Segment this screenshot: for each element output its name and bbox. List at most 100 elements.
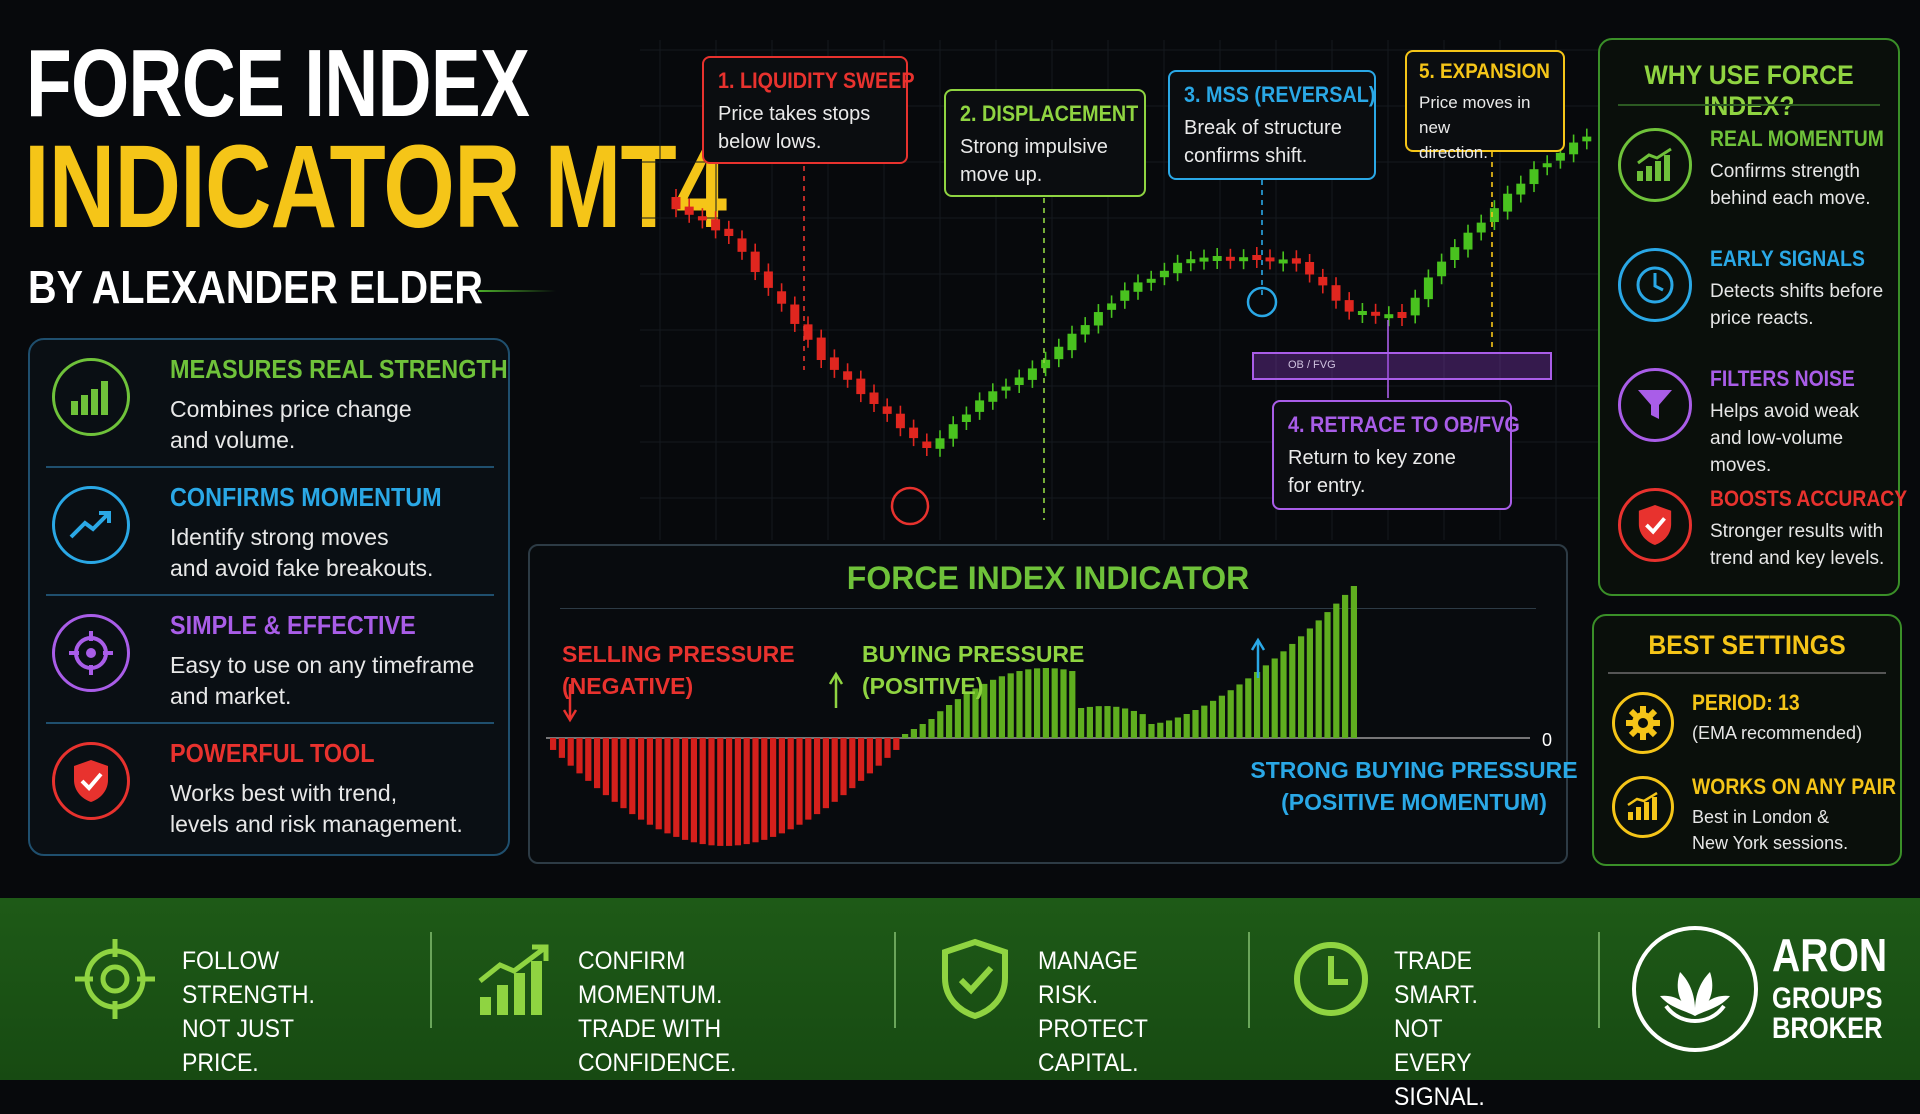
footer-text: CONFIRM MOMENTUM. TRADE WITH CONFIDENCE. (578, 947, 737, 1077)
force-index-bar (629, 738, 636, 815)
force-index-bar (849, 738, 856, 789)
price-candle (829, 349, 839, 378)
price-candle (724, 220, 734, 244)
feature-desc: Combines price change and volume. (170, 396, 412, 453)
price-candle (935, 430, 945, 457)
divider (430, 932, 432, 1028)
price-candle (1080, 317, 1090, 343)
settings-item: WORKS ON ANY PAIR Best in London & New Y… (1612, 772, 1902, 862)
divider (46, 722, 494, 724)
force-index-bar (1210, 700, 1217, 738)
price-candle (1093, 304, 1103, 334)
force-index-panel: FORCE INDEX INDICATOR SELLING PRESSURE (… (528, 544, 1578, 864)
price-candle (988, 383, 998, 410)
price-candle (803, 316, 813, 348)
force-index-bar (998, 676, 1005, 738)
price-candle (1437, 253, 1447, 285)
force-index-bar (743, 738, 750, 845)
divider (560, 608, 1536, 609)
force-index-bar (664, 738, 671, 834)
force-index-bar (1262, 665, 1269, 738)
price-candle (1291, 250, 1301, 272)
feature-desc: Identify strong moves and avoid fake bre… (170, 524, 434, 581)
force-index-bar (972, 688, 979, 738)
divider (1248, 932, 1250, 1028)
force-index-bar (1148, 724, 1155, 738)
force-index-bar (1306, 628, 1313, 738)
force-index-bar (831, 738, 838, 802)
why-item: BOOSTS ACCURACY Stronger results with tr… (1618, 482, 1907, 592)
why-heading: FILTERS NOISE (1710, 366, 1855, 391)
force-index-bar (990, 679, 997, 738)
price-candle (711, 211, 721, 239)
force-index-bar (1069, 671, 1076, 738)
force-index-bar (858, 738, 865, 781)
price-candle (1371, 303, 1381, 324)
force-index-bar (1060, 669, 1067, 738)
force-index-bar (928, 719, 935, 738)
best-settings-panel: BEST SETTINGS PERIOD: 13 (EMA recommende… (1592, 614, 1902, 866)
main-title-line1: FORCE INDEX (26, 30, 530, 137)
price-candle (1476, 214, 1486, 241)
force-index-bar (638, 738, 645, 820)
force-index-bar (726, 738, 733, 846)
why-heading: EARLY SIGNALS (1710, 246, 1865, 271)
price-candle (1529, 161, 1539, 193)
force-index-bar (814, 738, 821, 815)
force-index-bar (1078, 708, 1085, 738)
callout-desc: Break of structure confirms shift. (1184, 117, 1342, 167)
price-candle (1001, 378, 1011, 399)
price-candle (975, 392, 985, 420)
force-index-bar (937, 711, 944, 738)
force-index-bar (1034, 668, 1041, 738)
force-index-bar (1016, 671, 1023, 738)
force-index-bar (550, 738, 557, 750)
force-index-bar (1086, 706, 1093, 738)
force-index-bar (796, 738, 803, 825)
why-desc: Helps avoid weak and low-volume moves. (1710, 401, 1859, 476)
force-index-bar (1218, 695, 1225, 738)
footer-banner: FOLLOW STRENGTH. NOT JUST PRICE. CONFIRM… (0, 898, 1920, 1111)
force-index-bar (567, 738, 574, 766)
feature-item: SIMPLE & EFFECTIVE Easy to use on any ti… (44, 596, 498, 714)
callout-retrace: 4. RETRACE TO OB/FVG Return to key zone … (1272, 400, 1520, 510)
force-index-bar (875, 738, 882, 766)
price-candle (1410, 289, 1420, 324)
divider (1618, 104, 1880, 106)
force-index-bar (866, 738, 873, 774)
candles (671, 128, 1592, 457)
force-index-bar (981, 683, 988, 738)
why-title: WHY USE FORCE INDEX? (1644, 60, 1854, 121)
down-arrow-icon (562, 709, 578, 723)
force-index-bar (1025, 669, 1032, 738)
force-index-bar (1298, 636, 1305, 738)
force-index-bar (1350, 586, 1357, 738)
divider (1608, 672, 1886, 674)
callout-title: 3. MSS (REVERSAL) (1184, 82, 1376, 107)
price-candle (1305, 254, 1315, 283)
force-index-bar (1051, 668, 1058, 738)
price-candle (1397, 304, 1407, 326)
shield-check-icon (930, 934, 1020, 1024)
trend-up-icon (52, 486, 130, 564)
force-index-bar (708, 738, 715, 846)
force-index-bar (1280, 651, 1287, 738)
crosshair-icon (70, 934, 160, 1024)
feature-item: MEASURES REAL STRENGTH Combines price ch… (44, 340, 508, 458)
price-candle (750, 243, 760, 281)
up-arrow-icon (828, 671, 844, 685)
force-index-bar (558, 738, 565, 758)
shield-check-icon (1618, 488, 1692, 562)
force-index-bar (910, 729, 917, 738)
force-index-bar (1333, 603, 1340, 738)
settings-desc: Best in London & New York sessions. (1692, 807, 1849, 853)
price-candle (790, 296, 800, 332)
price-candle (1041, 351, 1051, 377)
why-item: REAL MOMENTUM Confirms strength behind e… (1618, 122, 1888, 232)
force-index-bar (893, 738, 900, 750)
force-index-bar (1201, 705, 1208, 738)
why-item: EARLY SIGNALS Detects shifts before pric… (1618, 242, 1888, 352)
force-index-bar (1192, 710, 1199, 738)
price-candle (1423, 269, 1433, 308)
price-candle (1569, 134, 1579, 163)
